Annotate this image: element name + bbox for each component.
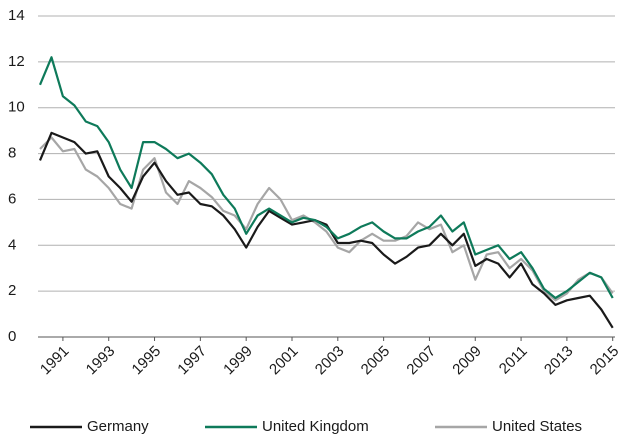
- x-tick-label: 2007: [403, 343, 439, 379]
- x-tick-label: 2009: [449, 343, 485, 379]
- y-tick-label: 8: [8, 145, 16, 162]
- y-tick-label: 12: [8, 53, 25, 70]
- x-tick-label: 2001: [266, 343, 302, 379]
- x-tick-label: 2015: [587, 343, 619, 379]
- legend-label: United States: [492, 418, 582, 435]
- x-tick-label: 1993: [83, 343, 119, 379]
- y-tick-label: 6: [8, 190, 16, 207]
- x-tick-label: 2013: [541, 343, 577, 379]
- y-tick-label: 4: [8, 236, 16, 253]
- series-line: [38, 56, 614, 300]
- legend-label: Germany: [87, 418, 149, 435]
- y-tick-label: 0: [8, 328, 16, 345]
- x-tick-label: 2011: [496, 343, 531, 378]
- legend-label: United Kingdom: [262, 418, 369, 435]
- series-line: [38, 131, 614, 329]
- x-tick-label: 1995: [129, 343, 165, 379]
- x-tick-label: 2005: [358, 343, 394, 379]
- y-tick-label: 2: [8, 282, 16, 299]
- x-tick-label: 1997: [174, 343, 210, 379]
- x-tick-label: 1991: [37, 343, 73, 379]
- x-tick-label: 2003: [312, 343, 348, 379]
- x-tick-label: 1999: [220, 343, 256, 379]
- y-tick-label: 14: [8, 7, 25, 24]
- y-tick-label: 10: [8, 99, 25, 116]
